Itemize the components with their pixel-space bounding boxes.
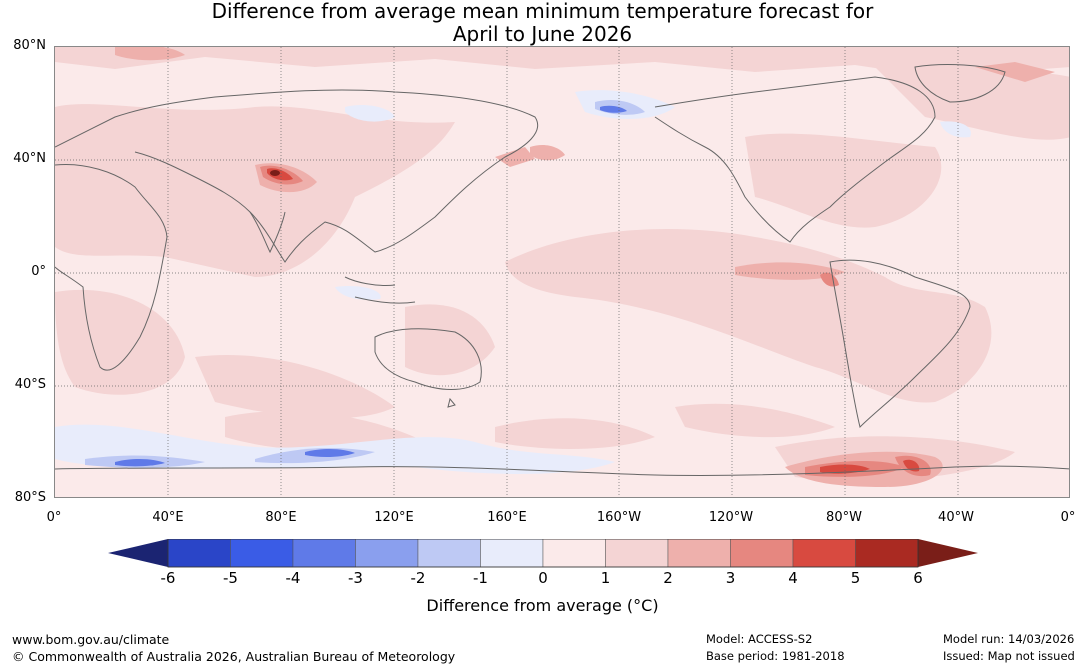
map-canvas: [55, 47, 1069, 497]
colorbar-under-arrow: [108, 539, 168, 567]
graticule: [55, 47, 1069, 497]
lon-label-160w: 160°W: [596, 510, 642, 525]
anomaly-5-6-region: [270, 170, 280, 176]
colorbar-cell: [605, 539, 669, 568]
colorbar-cell: [480, 539, 544, 568]
title-line-1: Difference from average mean minimum tem…: [211, 0, 874, 23]
title-line-2: April to June 2026: [452, 22, 633, 46]
colorbar-cell: [667, 539, 731, 568]
lon-label-120w: 120°W: [708, 510, 754, 525]
colorbar-tick-label: 1: [600, 569, 611, 587]
colorbar-tick-label: 0: [538, 569, 548, 587]
footer-model: Model: ACCESS-S2: [706, 632, 813, 646]
colorbar-tick-label: -3: [348, 569, 363, 587]
footer-base-period: Base period: 1981-2018: [706, 649, 845, 663]
footer-model-run: Model run: 14/03/2026: [943, 632, 1075, 646]
colorbar: [108, 539, 978, 568]
anomaly-1-2-regions: [55, 47, 1069, 481]
colorbar-tick-label: 2: [663, 569, 673, 587]
colorbar-cell: [542, 539, 606, 568]
colorbar-cell: [730, 539, 794, 568]
colorbar-outline: [167, 539, 919, 568]
lon-label-80w: 80°W: [826, 510, 862, 525]
footer-copyright: © Commonwealth of Australia 2026, Austra…: [12, 649, 456, 664]
colorbar-cell: [792, 539, 856, 568]
lat-label-40s: 40°S: [14, 377, 46, 392]
lon-label-40e: 40°E: [152, 510, 184, 525]
colorbar-cell: [855, 539, 919, 568]
colorbar-tick-label: -1: [473, 569, 488, 587]
chart-title: Difference from average mean minimum tem…: [0, 0, 1085, 46]
lon-label-0: 0°: [46, 510, 62, 525]
coastlines: [55, 64, 1069, 476]
colorbar-tick-label: 4: [788, 569, 798, 587]
colorbar-tick-label: 3: [725, 569, 736, 587]
colorbar-cells: [167, 539, 919, 568]
lat-label-80n: 80°N: [13, 38, 46, 53]
colorbar-tick-label: -6: [160, 569, 176, 587]
footer-model-info: Model: ACCESS-S2 Base period: 1981-2018: [706, 631, 845, 665]
colorbar-cell: [355, 539, 419, 568]
footer-left: www.bom.gov.au/climate © Commonwealth of…: [12, 631, 455, 665]
lat-label-0: 0°: [31, 264, 46, 279]
colorbar-tick-label: -5: [223, 569, 238, 587]
temperature-anomaly-map: [54, 46, 1070, 498]
lon-label-160e: 160°E: [487, 510, 527, 525]
colorbar-tick-label: 5: [850, 569, 861, 587]
anomaly-minus-3-minus-2-regions: [115, 105, 627, 467]
lat-label-40n: 40°N: [13, 151, 46, 166]
footer-url[interactable]: www.bom.gov.au/climate: [12, 632, 170, 647]
footer-run-info: Model run: 14/03/2026 Issued: Map not is…: [943, 631, 1075, 665]
lon-label-40w: 40°W: [938, 510, 974, 525]
lon-label-120e: 120°E: [374, 510, 414, 525]
lon-label-0-right: 0°: [1060, 510, 1076, 525]
colorbar-tick-label: -4: [285, 569, 301, 587]
colorbar-tick-label: 6: [913, 569, 923, 587]
lon-label-80e: 80°E: [265, 510, 297, 525]
colorbar-cell: [167, 539, 231, 568]
colorbar-cell: [230, 539, 294, 568]
footer-issued: Issued: Map not issued: [943, 649, 1075, 663]
colorbar-over-arrow: [918, 539, 978, 567]
colorbar-cell: [292, 539, 356, 568]
colorbar-cell: [417, 539, 481, 568]
colorbar-tick-label: -2: [410, 569, 426, 587]
colorbar-label: Difference from average (°C): [426, 596, 659, 615]
lat-label-80s: 80°S: [14, 490, 46, 505]
